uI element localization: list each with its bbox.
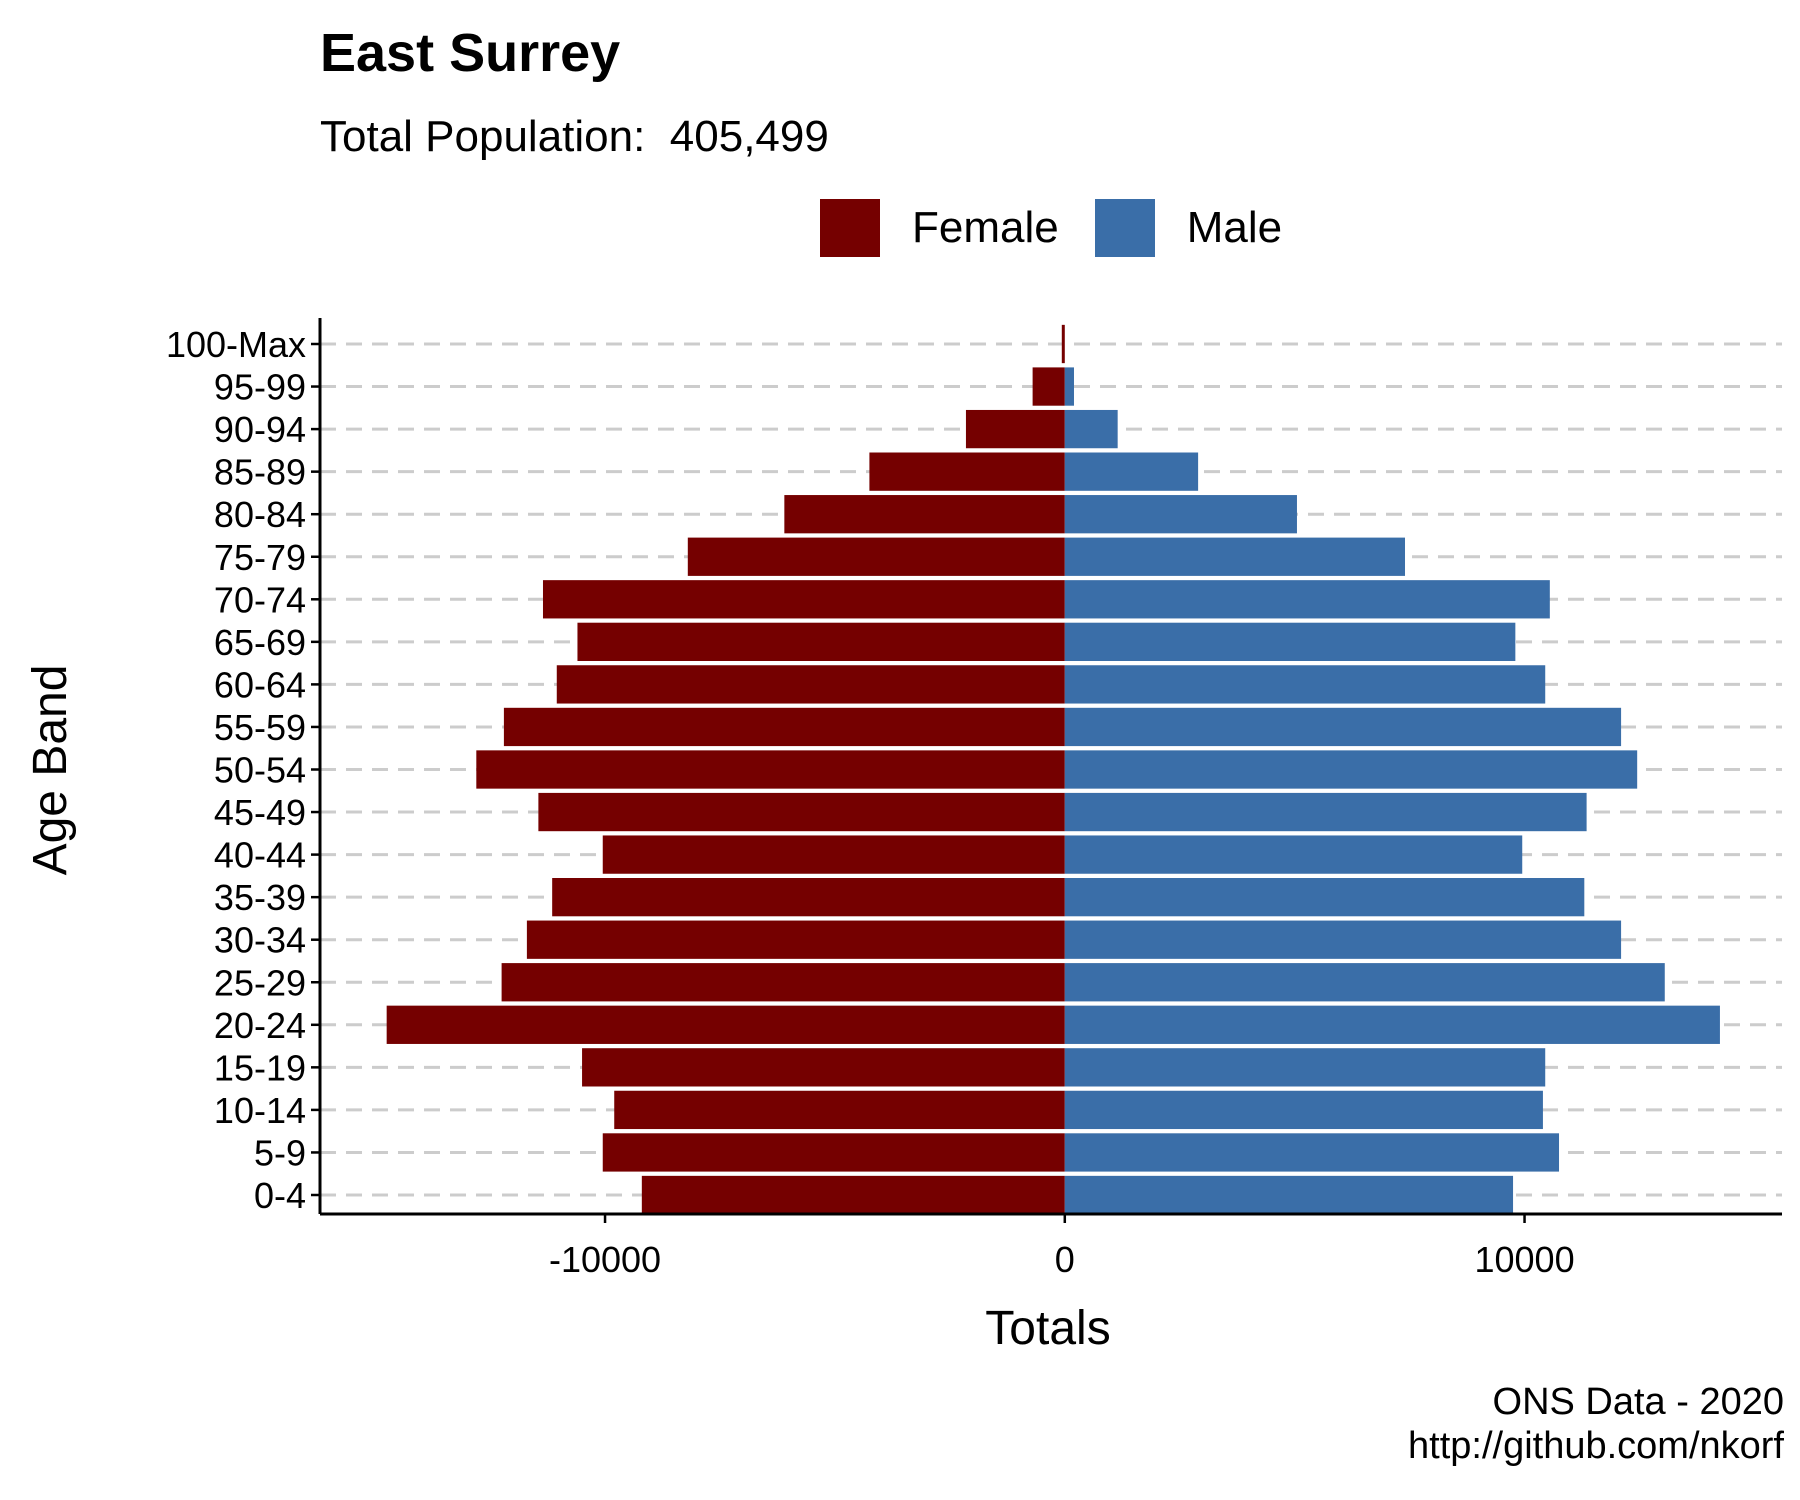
caption-url: http://github.com/nkorf xyxy=(1408,1425,1784,1467)
caption-source: ONS Data - 2020 xyxy=(1492,1381,1784,1423)
bar-male-10-14 xyxy=(1064,1090,1543,1130)
y-tick-label: 15-19 xyxy=(214,1047,306,1088)
bar-male-0-4 xyxy=(1064,1175,1514,1215)
bar-female-65-69 xyxy=(577,622,1065,661)
legend-label-female: Female xyxy=(912,203,1059,252)
x-axis-title: Totals xyxy=(985,1302,1110,1355)
y-tick-label: 35-39 xyxy=(214,877,306,918)
chart-title: East Surrey xyxy=(320,23,621,83)
legend-swatch-female xyxy=(820,199,880,257)
bars xyxy=(386,324,1720,1215)
bar-female-80-84 xyxy=(784,495,1065,534)
y-tick-label: 75-79 xyxy=(214,537,306,578)
bar-male-95-99 xyxy=(1064,367,1074,406)
y-tick-label: 80-84 xyxy=(214,494,306,535)
y-tick-label: 20-24 xyxy=(214,1005,306,1046)
x-tick-label: -10000 xyxy=(549,1239,661,1280)
y-tick-label: 65-69 xyxy=(214,622,306,663)
bar-female-100-Max xyxy=(1061,324,1065,364)
bar-female-50-54 xyxy=(476,750,1065,789)
bar-male-75-79 xyxy=(1064,537,1406,576)
y-tick-label: 25-29 xyxy=(214,962,306,1003)
bar-male-50-54 xyxy=(1064,750,1638,789)
y-tick-label: 55-59 xyxy=(214,707,306,748)
x-tick-label: 0 xyxy=(1055,1239,1075,1280)
y-tick-label: 10-14 xyxy=(214,1090,306,1131)
legend-label-male: Male xyxy=(1186,203,1283,252)
bar-male-35-39 xyxy=(1064,878,1585,917)
bar-male-5-9 xyxy=(1064,1133,1560,1172)
bar-female-25-29 xyxy=(501,963,1065,1002)
y-tick-label: 60-64 xyxy=(214,664,306,705)
bar-female-85-89 xyxy=(869,452,1065,491)
bar-female-10-14 xyxy=(614,1090,1065,1130)
bar-female-30-34 xyxy=(526,920,1065,959)
bar-female-95-99 xyxy=(1032,367,1065,406)
bar-male-65-69 xyxy=(1064,622,1516,661)
bar-female-90-94 xyxy=(965,409,1065,449)
bar-male-25-29 xyxy=(1064,963,1665,1002)
x-tick-label: 10000 xyxy=(1474,1239,1574,1280)
bar-female-55-59 xyxy=(503,707,1065,747)
y-tick-label: 40-44 xyxy=(214,835,306,876)
y-tick-label: 95-99 xyxy=(214,367,306,408)
y-tick-label: 0-4 xyxy=(254,1175,306,1216)
bar-female-45-49 xyxy=(538,792,1065,832)
legend: Female Male xyxy=(820,198,1318,258)
bar-male-60-64 xyxy=(1064,665,1546,704)
y-tick-label: 30-34 xyxy=(214,920,306,961)
bar-female-35-39 xyxy=(552,878,1065,917)
bar-male-20-24 xyxy=(1064,1005,1720,1044)
y-tick-label: 90-94 xyxy=(214,409,306,450)
bar-male-85-89 xyxy=(1064,452,1199,491)
bar-female-75-79 xyxy=(687,537,1065,576)
y-tick-label: 50-54 xyxy=(214,750,306,791)
y-tick-label: 70-74 xyxy=(214,579,306,620)
bar-male-30-34 xyxy=(1064,920,1622,959)
bar-male-80-84 xyxy=(1064,495,1297,534)
bar-female-5-9 xyxy=(602,1133,1065,1172)
legend-item-female: Female xyxy=(820,199,1059,257)
y-tick-label: 5-9 xyxy=(254,1132,306,1173)
caption: ONS Data - 2020 http://github.com/nkorf xyxy=(1408,1380,1784,1468)
chart-subtitle: Total Population: 405,499 xyxy=(320,112,829,161)
bar-male-70-74 xyxy=(1064,580,1550,619)
y-tick-label: 100-Max xyxy=(166,324,306,365)
bar-male-90-94 xyxy=(1064,409,1118,449)
bar-female-40-44 xyxy=(602,835,1065,874)
y-tick-label: 45-49 xyxy=(214,792,306,833)
bar-male-40-44 xyxy=(1064,835,1523,874)
y-tick-label: 85-89 xyxy=(214,452,306,493)
bar-female-0-4 xyxy=(641,1175,1065,1215)
legend-swatch-male xyxy=(1094,199,1155,257)
axes: 0-45-910-1415-1920-2425-2930-3435-3940-4… xyxy=(166,318,1782,1280)
bar-female-60-64 xyxy=(556,665,1065,704)
bar-female-70-74 xyxy=(542,580,1065,619)
bar-female-15-19 xyxy=(582,1048,1065,1087)
legend-item-male: Male xyxy=(1094,199,1283,257)
bar-male-15-19 xyxy=(1064,1048,1546,1087)
bar-female-20-24 xyxy=(386,1005,1065,1044)
y-axis-title: Age Band xyxy=(24,665,77,876)
bar-male-45-49 xyxy=(1064,792,1587,832)
bar-male-55-59 xyxy=(1064,707,1622,747)
